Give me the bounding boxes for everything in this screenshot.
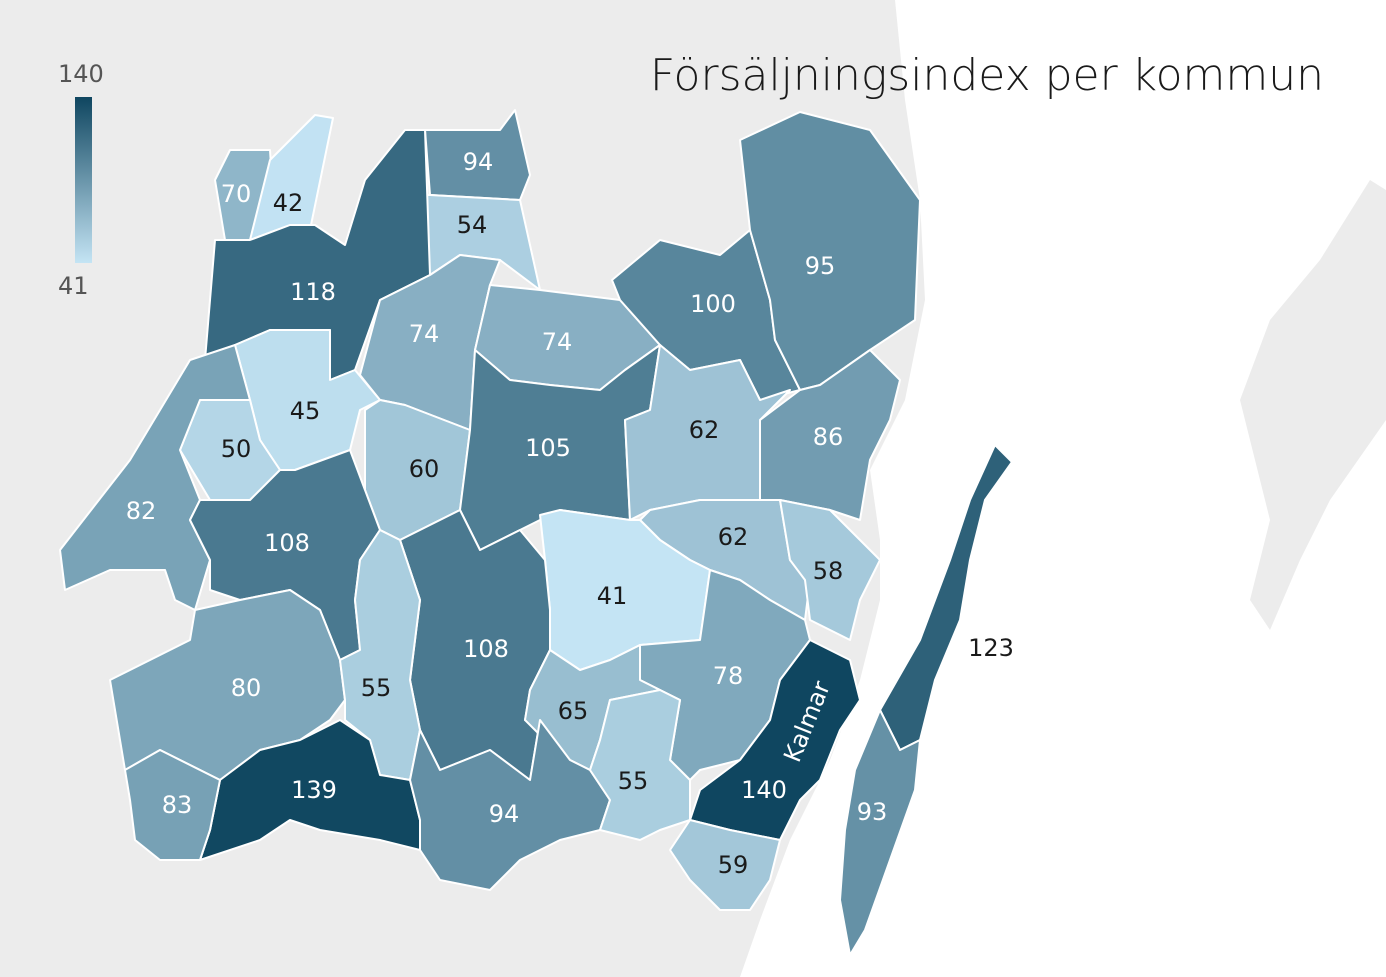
- municipality-region[interactable]: [779, 499, 881, 641]
- municipality-region[interactable]: [759, 349, 901, 521]
- municipality-region[interactable]: [669, 819, 781, 911]
- map-title: Försäljningsindex per kommun: [649, 50, 1324, 101]
- legend-min-label: 41: [58, 272, 89, 300]
- legend-color-bar: [75, 97, 92, 263]
- municipality-region[interactable]: [124, 749, 221, 861]
- municipality-region[interactable]: [424, 109, 531, 201]
- legend-max-label: 140: [58, 60, 104, 88]
- gotland-land: [1240, 180, 1386, 630]
- municipality-region[interactable]: [839, 709, 921, 956]
- municipality-region[interactable]: [199, 719, 421, 861]
- municipality-region[interactable]: [59, 344, 251, 611]
